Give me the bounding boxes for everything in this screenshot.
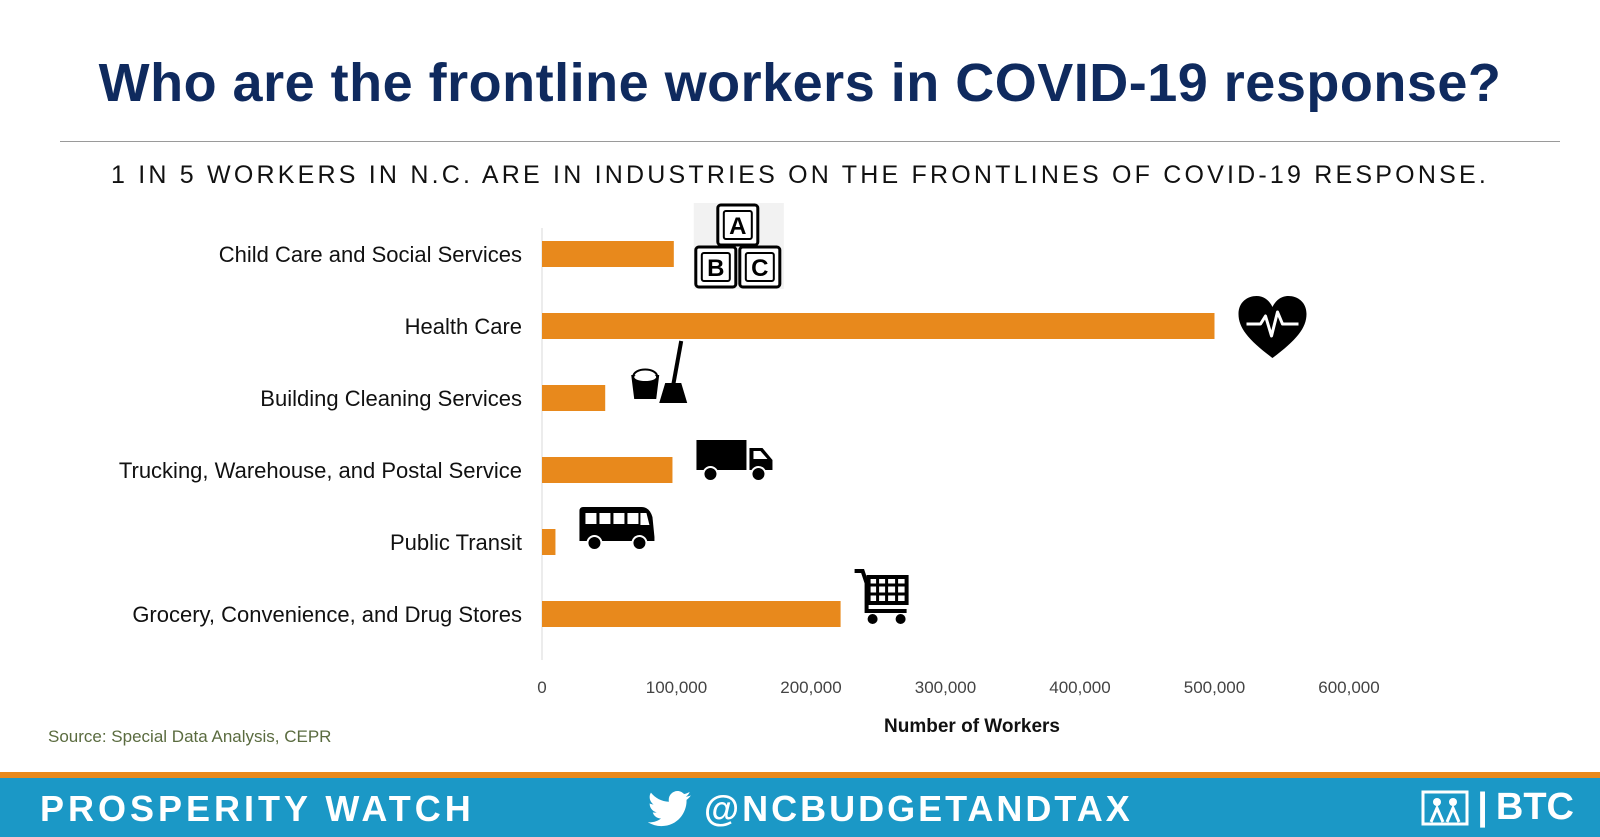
bus-icon: [579, 507, 655, 551]
footer-bar: PROSPERITY WATCH @NCBUDGETANDTAX | BTC: [0, 778, 1600, 837]
category-label-public-transit: Public Transit: [390, 530, 522, 555]
abc-blocks-icon: AB C: [693, 203, 784, 289]
x-tick-label: 400,000: [1049, 678, 1110, 697]
heartbeat-icon: [1238, 296, 1307, 358]
svg-text:C: C: [751, 255, 768, 282]
x-tick-label: 200,000: [780, 678, 841, 697]
twitter-bird-icon: [648, 791, 691, 827]
bucket-broom-icon: [631, 340, 688, 403]
x-tick-label: 500,000: [1184, 678, 1245, 697]
category-label-building-cleaning-services: Building Cleaning Services: [260, 386, 522, 411]
category-label-child-care-and-social-services: Child Care and Social Services: [219, 242, 522, 267]
x-axis-title: Number of Workers: [884, 716, 1060, 737]
x-tick-label: 0: [537, 678, 546, 697]
bar-child-care-and-social-services: [542, 241, 674, 267]
title-divider: [60, 141, 1560, 142]
bar-building-cleaning-services: [542, 385, 606, 411]
chart-title: Who are the frontline workers in COVID-1…: [98, 53, 1502, 113]
category-label-trucking-warehouse-and-postal-service: Trucking, Warehouse, and Postal Service: [119, 458, 522, 483]
footer-twitter[interactable]: @NCBUDGETANDTAX: [648, 788, 1133, 830]
btc-logo[interactable]: | BTC: [1421, 786, 1574, 829]
bar-chart: Child Care and Social Services AB C Health …: [119, 203, 1380, 737]
category-label-grocery-convenience-and-drug-stores: Grocery, Convenience, and Drug Stores: [132, 602, 522, 627]
x-tick-label: 600,000: [1318, 678, 1379, 697]
x-tick-label: 100,000: [646, 678, 707, 697]
bar-trucking-warehouse-and-postal-service: [542, 457, 673, 483]
svg-text:B: B: [707, 255, 724, 282]
bar-public-transit: [542, 529, 556, 555]
x-tick-label: 300,000: [915, 678, 976, 697]
svg-text:A: A: [729, 213, 746, 240]
btc-logo-icon: [1421, 790, 1469, 825]
category-label-health-care: Health Care: [405, 314, 522, 339]
footer-accent-strip: [0, 772, 1600, 778]
bar-health-care: [542, 313, 1215, 339]
chart-subtitle: 1 IN 5 WORKERS IN N.C. ARE IN INDUSTRIES…: [111, 161, 1489, 189]
brand-text: BTC: [1495, 786, 1574, 828]
truck-icon: [696, 440, 773, 482]
footer-prosperity-watch: PROSPERITY WATCH: [40, 788, 475, 829]
brand-separator: |: [1477, 786, 1488, 828]
footer-handle: @NCBUDGETANDTAX: [704, 788, 1133, 829]
shopping-cart-icon: [854, 569, 909, 624]
source-note: Source: Special Data Analysis, CEPR: [48, 727, 332, 746]
bar-grocery-convenience-and-drug-stores: [542, 601, 841, 627]
